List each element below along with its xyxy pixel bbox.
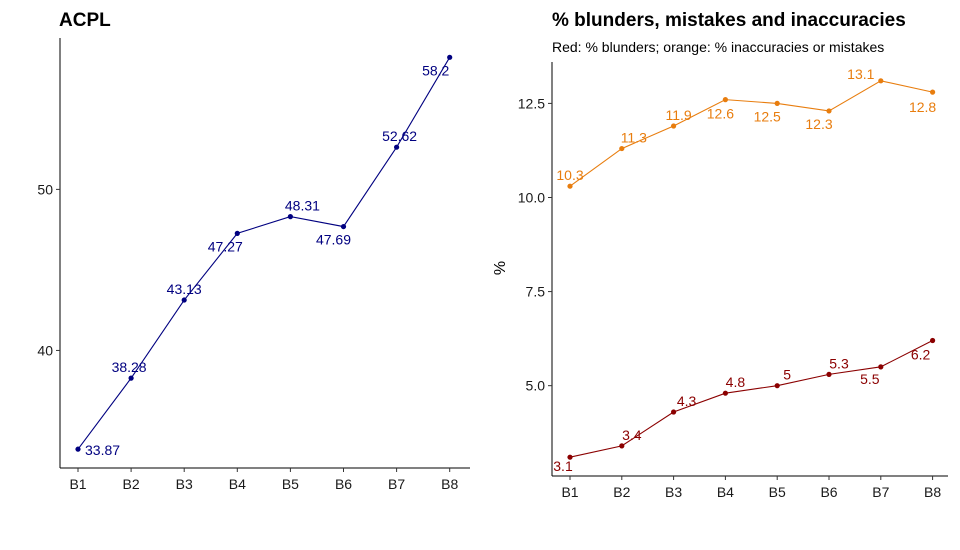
error-rate-data-point	[671, 409, 677, 415]
acpl-x-tick-label: B7	[388, 476, 405, 492]
error-rate-series-line	[569, 340, 933, 458]
error-rate-data-point	[671, 123, 677, 129]
acpl-data-point	[128, 375, 134, 381]
error-rate-chart: % blunders, mistakes and inaccuracies Re…	[492, 10, 948, 500]
acpl-data-point	[394, 144, 400, 150]
error-rate-data-label: 5.5	[860, 371, 880, 387]
acpl-chart: ACPL 40 50 B1 B2 B3 B4 B5 B6 B7 B8 33.87 38.28 43.13…	[37, 10, 470, 492]
error-rate-x-tick-label: B8	[924, 484, 941, 500]
error-rate-data-point	[878, 364, 884, 370]
error-rate-x-tick-label: B6	[820, 484, 837, 500]
error-rate-y-tick-label: 12.5	[518, 95, 545, 111]
error-rate-x-tick-label: B3	[665, 484, 682, 500]
error-rate-data-point	[930, 89, 936, 95]
acpl-data-point	[181, 297, 187, 303]
acpl-data-label: 43.13	[167, 281, 202, 297]
acpl-x-tick-label: B2	[123, 476, 140, 492]
error-rate-data-point	[722, 390, 729, 396]
acpl-data-point	[287, 214, 293, 220]
acpl-data-label: 33.87	[85, 442, 120, 458]
error-rate-data-point	[826, 108, 832, 114]
acpl-x-tick-label: B6	[335, 476, 352, 492]
error-rate-data-label: 3.1	[553, 458, 573, 474]
acpl-data-label: 47.69	[316, 232, 351, 248]
acpl-data-label: 48.31	[285, 198, 320, 214]
error-rate-data-label: 11.9	[665, 107, 691, 123]
acpl-y-tick-label: 50	[37, 181, 53, 197]
error-rate-data-point	[722, 97, 729, 103]
error-rate-x-tick-label: B4	[717, 484, 734, 500]
error-rate-data-point	[619, 443, 625, 449]
acpl-data-label: 38.28	[112, 359, 147, 375]
error-rate-data-point	[930, 337, 936, 344]
error-rate-data-point	[567, 183, 573, 189]
error-rate-data-label: 6.2	[911, 347, 931, 363]
error-rate-data-label: 5	[783, 367, 791, 383]
error-rate-data-point	[878, 78, 884, 84]
error-rate-x-tick-label: B1	[561, 484, 578, 500]
error-rate-data-label: 10.3	[556, 167, 583, 183]
error-rate-series-line	[569, 80, 933, 187]
error-rate-data-label: 4.3	[677, 393, 697, 409]
acpl-data-point	[340, 223, 347, 230]
error-rate-data-label: 13.1	[847, 66, 874, 82]
error-rate-x-tick-label: B7	[872, 484, 889, 500]
error-rate-y-tick-label: 10.0	[518, 189, 545, 205]
acpl-x-tick-label: B5	[282, 476, 299, 492]
error-rate-y-tick-label: 7.5	[526, 284, 546, 300]
acpl-x-tick-label: B4	[229, 476, 246, 492]
acpl-y-tick-label: 40	[37, 342, 53, 358]
acpl-x-tick-label: B3	[176, 476, 193, 492]
error-rate-data-point	[826, 371, 832, 377]
error-rate-chart-subtitle: Red: % blunders; orange: % inaccuracies …	[552, 39, 884, 55]
error-rate-data-point	[619, 145, 625, 152]
acpl-data-label: 58.2	[422, 62, 449, 78]
error-rate-data-label: 11.3	[621, 130, 647, 146]
acpl-data-point	[234, 230, 240, 236]
acpl-data-point	[75, 446, 81, 452]
acpl-x-tick-label: B8	[441, 476, 458, 492]
error-rate-data-label: 3.4	[622, 427, 642, 443]
error-rate-y-tick-label: 5.0	[526, 378, 546, 394]
error-rate-data-label: 12.3	[805, 116, 832, 132]
error-rate-chart-title: % blunders, mistakes and inaccuracies	[552, 10, 906, 31]
acpl-data-label: 52.62	[382, 128, 417, 144]
error-rate-data-point	[567, 454, 573, 460]
acpl-x-tick-label: B1	[69, 476, 86, 492]
error-rate-x-tick-label: B2	[613, 484, 630, 500]
error-rate-data-label: 12.5	[754, 108, 781, 124]
acpl-chart-title: ACPL	[59, 10, 111, 31]
error-rate-data-point	[774, 383, 780, 389]
error-rate-y-axis-label: %	[492, 261, 509, 275]
error-rate-data-label: 12.6	[707, 106, 734, 122]
acpl-series-line	[77, 57, 451, 450]
error-rate-data-label: 12.8	[909, 99, 936, 115]
error-rate-data-point	[774, 100, 780, 106]
error-rate-x-tick-label: B5	[769, 484, 786, 500]
acpl-data-point	[447, 54, 453, 60]
acpl-data-label: 47.27	[208, 238, 243, 254]
error-rate-data-label: 4.8	[726, 374, 746, 390]
error-rate-data-label: 5.3	[829, 355, 849, 371]
